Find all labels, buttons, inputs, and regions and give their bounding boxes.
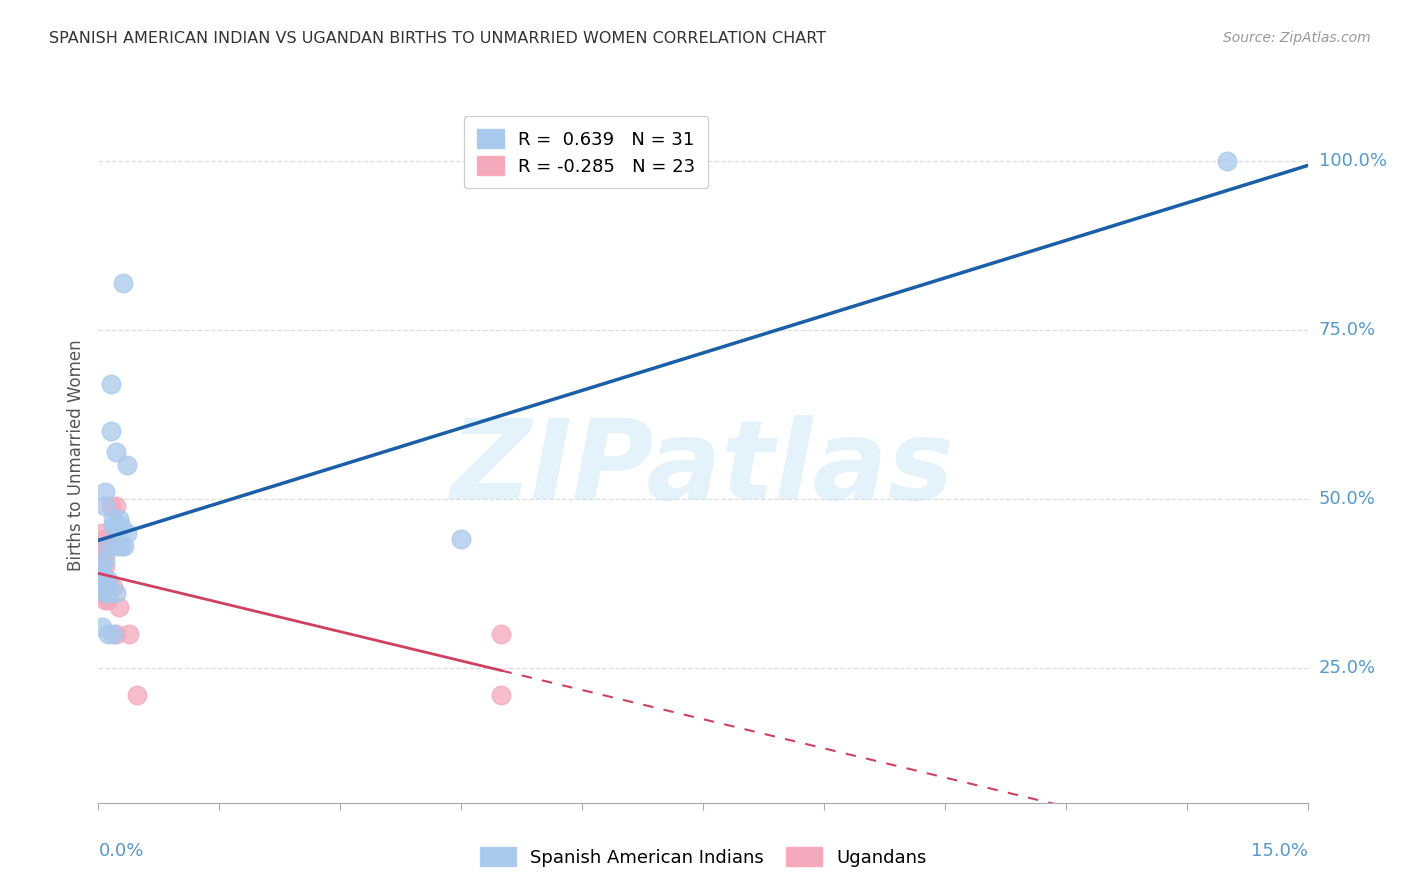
Text: 25.0%: 25.0% <box>1319 658 1376 677</box>
Legend: Spanish American Indians, Ugandans: Spanish American Indians, Ugandans <box>472 840 934 874</box>
Point <box>115 525 138 540</box>
Text: 15.0%: 15.0% <box>1250 842 1308 860</box>
Point <box>118 627 141 641</box>
Point <box>91 566 114 581</box>
Point <box>97 580 120 594</box>
Point <box>94 499 117 513</box>
Point <box>491 627 513 641</box>
Point <box>1216 154 1239 169</box>
Point <box>105 499 128 513</box>
Point <box>91 573 114 587</box>
Point <box>127 688 149 702</box>
Point <box>91 559 114 574</box>
Point <box>491 688 513 702</box>
Point <box>94 559 117 574</box>
Point <box>105 627 128 641</box>
Point <box>105 539 128 553</box>
Point <box>94 546 117 560</box>
Point <box>110 519 132 533</box>
Point <box>112 539 135 553</box>
Text: ZIPatlas: ZIPatlas <box>451 416 955 523</box>
Point <box>97 539 120 553</box>
Point <box>105 519 128 533</box>
Text: 100.0%: 100.0% <box>1319 152 1386 170</box>
Point <box>91 552 114 566</box>
Text: Source: ZipAtlas.com: Source: ZipAtlas.com <box>1223 31 1371 45</box>
Y-axis label: Births to Unmarried Women: Births to Unmarried Women <box>66 339 84 571</box>
Point <box>94 552 117 566</box>
Point <box>115 458 138 472</box>
Point <box>94 485 117 500</box>
Point <box>100 499 122 513</box>
Point <box>107 512 129 526</box>
Point <box>97 539 120 553</box>
Point <box>94 580 117 594</box>
Point <box>107 599 129 614</box>
Point <box>97 586 120 600</box>
Point <box>450 533 472 547</box>
Legend: R =  0.639   N = 31, R = -0.285   N = 23: R = 0.639 N = 31, R = -0.285 N = 23 <box>464 116 709 188</box>
Text: 75.0%: 75.0% <box>1319 321 1376 339</box>
Point <box>91 546 114 560</box>
Point <box>101 519 124 533</box>
Point <box>101 627 124 641</box>
Point <box>97 573 120 587</box>
Point <box>100 376 122 391</box>
Text: 0.0%: 0.0% <box>98 842 143 860</box>
Point <box>97 593 120 607</box>
Point <box>105 444 128 458</box>
Point <box>110 539 132 553</box>
Point <box>94 593 117 607</box>
Point <box>101 512 124 526</box>
Point <box>100 424 122 438</box>
Text: SPANISH AMERICAN INDIAN VS UGANDAN BIRTHS TO UNMARRIED WOMEN CORRELATION CHART: SPANISH AMERICAN INDIAN VS UGANDAN BIRTH… <box>49 31 827 46</box>
Point <box>94 533 117 547</box>
Text: 50.0%: 50.0% <box>1319 490 1375 508</box>
Point <box>105 586 128 600</box>
Point <box>97 627 120 641</box>
Point <box>94 573 117 587</box>
Point <box>101 580 124 594</box>
Point <box>91 586 114 600</box>
Point <box>91 580 114 594</box>
Point <box>94 586 117 600</box>
Point <box>91 620 114 634</box>
Point <box>111 276 134 290</box>
Point <box>91 525 114 540</box>
Point <box>94 539 117 553</box>
